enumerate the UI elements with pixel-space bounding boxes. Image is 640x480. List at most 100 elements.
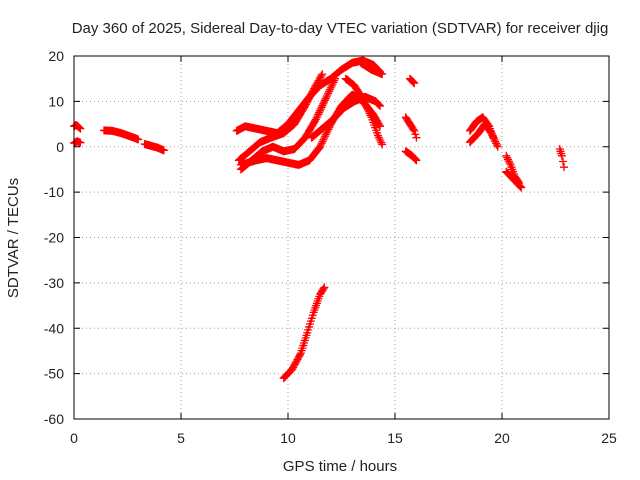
data-marks bbox=[70, 56, 569, 383]
grid bbox=[74, 56, 609, 419]
data-point bbox=[373, 131, 382, 140]
data-point bbox=[331, 74, 340, 83]
data-point bbox=[502, 151, 511, 160]
data-point bbox=[492, 141, 501, 150]
data-point bbox=[408, 77, 417, 86]
data-point bbox=[363, 104, 372, 113]
x-axis-label: GPS time / hours bbox=[283, 458, 397, 475]
data-point bbox=[311, 115, 320, 124]
data-point bbox=[330, 76, 339, 85]
data-point bbox=[317, 139, 326, 148]
series-arc15 bbox=[405, 74, 419, 88]
data-point bbox=[492, 139, 501, 148]
data-point bbox=[411, 130, 420, 139]
data-point bbox=[320, 96, 329, 105]
y-tick-label: -30 bbox=[44, 275, 64, 291]
data-point bbox=[493, 142, 502, 151]
data-point bbox=[487, 129, 496, 138]
data-point bbox=[359, 96, 368, 105]
x-tick-label: 25 bbox=[601, 430, 617, 446]
data-point bbox=[316, 141, 325, 150]
data-point bbox=[321, 130, 330, 139]
data-point bbox=[361, 100, 370, 109]
data-point bbox=[515, 181, 524, 190]
y-tick-label: -20 bbox=[44, 230, 64, 246]
data-point bbox=[325, 85, 334, 94]
data-point bbox=[362, 102, 371, 111]
series-arc14 bbox=[401, 147, 421, 165]
data-point bbox=[320, 134, 329, 143]
x-tick-label: 15 bbox=[387, 430, 403, 446]
data-point bbox=[319, 99, 328, 108]
data-point bbox=[378, 70, 387, 79]
data-point bbox=[364, 107, 373, 116]
y-tick-label: -50 bbox=[44, 366, 64, 382]
data-point bbox=[327, 81, 336, 90]
data-point bbox=[376, 122, 385, 131]
series-arc2 bbox=[70, 137, 85, 148]
data-point bbox=[488, 132, 497, 141]
y-tick-label: 10 bbox=[48, 93, 64, 109]
data-point bbox=[503, 155, 512, 164]
y-tick-label: -10 bbox=[44, 184, 64, 200]
data-point bbox=[375, 101, 384, 110]
y-tick-label: -60 bbox=[44, 411, 64, 427]
data-point bbox=[316, 142, 325, 151]
data-point bbox=[315, 108, 324, 117]
data-point bbox=[322, 92, 331, 101]
data-point bbox=[516, 182, 525, 191]
data-point bbox=[313, 112, 322, 121]
data-point bbox=[488, 130, 497, 139]
data-point bbox=[376, 101, 385, 110]
data-point bbox=[375, 135, 384, 144]
data-point bbox=[374, 133, 383, 142]
data-point bbox=[295, 350, 304, 359]
data-point bbox=[409, 78, 418, 87]
data-point bbox=[76, 138, 85, 147]
data-point bbox=[316, 105, 325, 114]
data-point bbox=[366, 111, 375, 120]
data-point bbox=[76, 124, 85, 133]
data-point bbox=[75, 123, 84, 132]
data-point bbox=[318, 70, 327, 79]
data-point bbox=[321, 132, 330, 141]
data-point bbox=[410, 79, 419, 88]
data-point bbox=[412, 133, 421, 142]
data-point bbox=[320, 98, 329, 107]
data-point bbox=[360, 98, 369, 107]
data-point bbox=[409, 125, 418, 134]
x-tick-label: 20 bbox=[494, 430, 510, 446]
x-tick-label: 5 bbox=[177, 430, 185, 446]
data-point bbox=[324, 89, 333, 98]
y-tick-label: 0 bbox=[56, 139, 64, 155]
data-point bbox=[411, 155, 420, 164]
chart-title: Day 360 of 2025, Sidereal Day-to-day VTE… bbox=[72, 20, 609, 37]
series-arc12 bbox=[279, 283, 329, 383]
data-point bbox=[489, 134, 498, 143]
data-point bbox=[365, 109, 374, 118]
series-arc3 bbox=[99, 126, 143, 144]
y-axis-label: SDTVAR / TECUs bbox=[5, 178, 22, 298]
data-point bbox=[490, 135, 499, 144]
data-point bbox=[505, 159, 514, 168]
data-point bbox=[504, 157, 513, 166]
series-arc6 bbox=[234, 70, 327, 165]
data-point bbox=[517, 183, 526, 192]
data-point bbox=[312, 113, 321, 122]
data-point bbox=[557, 151, 566, 160]
data-point bbox=[314, 110, 323, 119]
data-point bbox=[358, 95, 367, 104]
data-point bbox=[412, 156, 421, 165]
data-point bbox=[364, 105, 373, 114]
data-point bbox=[323, 91, 332, 100]
series-arc4 bbox=[140, 140, 168, 155]
data-point bbox=[491, 137, 500, 146]
data-point bbox=[318, 137, 327, 146]
x-tick-label: 0 bbox=[70, 430, 78, 446]
data-point bbox=[159, 146, 168, 155]
data-point bbox=[315, 106, 324, 115]
data-point bbox=[322, 128, 331, 137]
y-tick-label: 20 bbox=[48, 48, 64, 64]
data-point bbox=[376, 136, 385, 145]
